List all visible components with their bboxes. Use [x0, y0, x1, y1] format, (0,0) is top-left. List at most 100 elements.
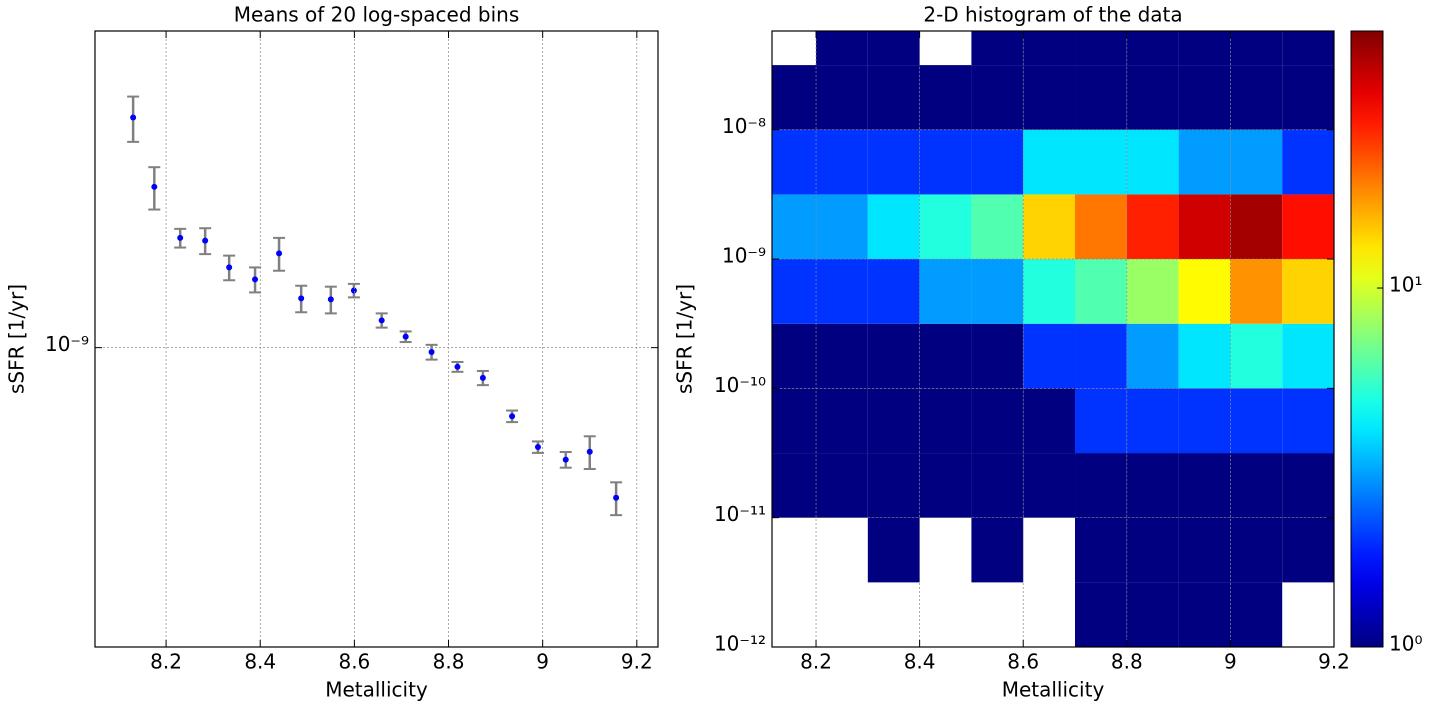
histogram-cell	[1230, 129, 1283, 195]
histogram-cell	[1282, 65, 1334, 130]
histogram-cell	[1126, 388, 1179, 454]
y-tick-label: 10⁻¹²	[714, 632, 766, 656]
mean-point	[151, 183, 158, 190]
histogram-cell	[867, 194, 920, 260]
x-tick-label: 8.8	[1111, 650, 1143, 674]
histogram-cell	[971, 453, 1024, 518]
x-tick-label: 8.4	[904, 650, 936, 674]
histogram-cell	[772, 194, 817, 260]
x-tick-label: 9.2	[621, 650, 653, 674]
mean-point	[252, 276, 259, 283]
mean-point	[226, 264, 233, 271]
histogram-cell	[1230, 259, 1283, 324]
x-tick-label: 9	[1224, 650, 1237, 674]
histogram-cell	[1282, 388, 1334, 454]
histogram-cell	[1282, 517, 1334, 583]
histogram-cell	[1178, 194, 1231, 260]
histogram-cell	[1178, 582, 1231, 647]
x-tick-label: 8.4	[244, 650, 276, 674]
histogram-cell	[1075, 453, 1127, 518]
histogram-cell	[867, 323, 920, 389]
mean-point	[298, 295, 305, 302]
histogram-cell	[1023, 31, 1076, 66]
histogram-cell	[1282, 259, 1334, 324]
histogram-cell	[919, 129, 972, 195]
mean-point	[454, 363, 461, 370]
mean-point	[202, 237, 209, 244]
histogram-cell	[1023, 65, 1076, 130]
histogram-cell	[816, 388, 868, 454]
mean-point	[350, 287, 357, 294]
panel: 2-D histogram of the data Metallicity sSFR…	[673, 3, 1423, 702]
histogram-cell	[1075, 194, 1127, 260]
histogram-cell	[772, 388, 817, 454]
histogram-cell	[971, 259, 1024, 324]
y-tick-label: 10⁻¹¹	[714, 502, 766, 526]
histogram-cell	[867, 388, 920, 454]
histogram-cell	[919, 65, 972, 130]
x-tick-label: 8.6	[338, 650, 370, 674]
mean-point	[534, 444, 541, 451]
histogram-cell	[1230, 582, 1283, 647]
mean-point	[177, 234, 184, 241]
y-tick-label: 10⁻¹⁰	[714, 373, 766, 397]
histogram-cell	[1075, 259, 1127, 324]
histogram-cell	[1075, 388, 1127, 454]
histogram-cell	[816, 31, 868, 66]
histogram-cell	[772, 65, 817, 130]
histogram-cell	[1282, 194, 1334, 260]
histogram-cell	[1178, 388, 1231, 454]
x-axis-label: Metallicity	[1002, 678, 1105, 702]
histogram-cell	[1230, 65, 1283, 130]
histogram-cell	[1230, 323, 1283, 389]
x-tick-label: 8.6	[1007, 650, 1039, 674]
x-axis-label: Metallicity	[325, 678, 428, 702]
x-tick-label: 9.2	[1318, 650, 1350, 674]
histogram-cell	[816, 259, 868, 324]
histogram-cell	[971, 31, 1024, 66]
histogram-cell	[772, 323, 817, 389]
histogram-cell	[1178, 453, 1231, 518]
histogram-cell	[971, 194, 1024, 260]
histogram-cell	[1178, 517, 1231, 583]
histogram-cell	[971, 323, 1024, 389]
mean-point	[327, 296, 334, 303]
histogram-cell	[1075, 582, 1127, 647]
panel: Means of 20 log-spaced bins Metallicity sS…	[5, 3, 659, 702]
mean-point	[562, 456, 569, 463]
histogram-cell	[867, 453, 920, 518]
histogram-cell	[816, 194, 868, 260]
y-axis-label: sSFR [1/yr]	[5, 284, 29, 394]
histogram-cell	[1075, 323, 1127, 389]
mean-point	[402, 333, 409, 340]
histogram-cell	[1126, 129, 1179, 195]
histogram-cell	[816, 453, 868, 518]
x-tick-label: 8.2	[150, 650, 182, 674]
histogram-cell	[816, 323, 868, 389]
histogram-cell	[1126, 582, 1179, 647]
histogram-cell	[1126, 194, 1179, 260]
histogram-cell	[816, 65, 868, 130]
histogram-cell	[1282, 129, 1334, 195]
histogram-cell	[1126, 31, 1179, 66]
panel-title: 2-D histogram of the data	[923, 3, 1182, 27]
histogram-cell	[1075, 129, 1127, 195]
histogram-cell	[1282, 323, 1334, 389]
histogram-cell	[1126, 65, 1179, 130]
histogram-cell	[1126, 453, 1179, 518]
histogram-cell	[1282, 453, 1334, 518]
histogram-cell	[1282, 31, 1334, 66]
histogram-cell	[1075, 31, 1127, 66]
mean-point	[428, 349, 435, 356]
plot-frame	[94, 30, 659, 648]
mean-point	[276, 250, 283, 257]
mean-point	[479, 374, 486, 381]
histogram-cell	[971, 388, 1024, 454]
histogram-cell	[1230, 453, 1283, 518]
y-axis-label: sSFR [1/yr]	[673, 284, 697, 394]
histogram-cell	[1075, 517, 1127, 583]
mean-point	[613, 494, 620, 501]
histogram-cell	[971, 65, 1024, 130]
mean-point	[378, 317, 385, 324]
histogram-cell	[1178, 129, 1231, 195]
